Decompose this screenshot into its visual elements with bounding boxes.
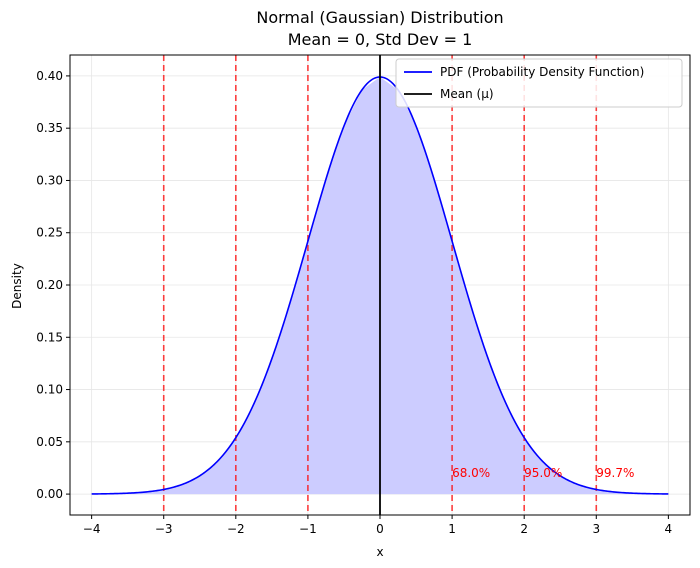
percentage-annotation: 68.0% — [452, 466, 490, 480]
chart-title-line2: Mean = 0, Std Dev = 1 — [288, 30, 473, 49]
percentage-annotation: 99.7% — [596, 466, 634, 480]
annotations: 68.0% 95.0% 99.7% — [452, 466, 634, 480]
y-tick-label: 0.00 — [36, 487, 63, 501]
y-tick-label: 0.05 — [36, 435, 63, 449]
x-tick-label: −4 — [83, 522, 101, 536]
y-tick-label: 0.40 — [36, 69, 63, 83]
legend: PDF (Probability Density Function) Mean … — [395, 58, 683, 108]
x-tick-label: 4 — [665, 522, 673, 536]
y-tick-label: 0.15 — [36, 330, 63, 344]
y-axis-label: Density — [10, 263, 24, 309]
x-tick-label: 0 — [376, 522, 384, 536]
percentage-annotation: 95.0% — [524, 466, 562, 480]
x-tick-label: 1 — [448, 522, 456, 536]
legend-mean-label: Mean (μ) — [440, 87, 494, 101]
chart-title-line1: Normal (Gaussian) Distribution — [256, 8, 503, 27]
x-tick-label: −1 — [299, 522, 317, 536]
x-axis-ticks: −4 −3 −2 −1 0 1 2 3 4 — [83, 515, 672, 536]
legend-box — [395, 58, 683, 108]
x-tick-label: −3 — [155, 522, 173, 536]
x-tick-label: 2 — [520, 522, 528, 536]
y-tick-label: 0.10 — [36, 383, 63, 397]
x-axis-label: x — [376, 545, 383, 559]
x-tick-label: 3 — [592, 522, 600, 536]
y-tick-label: 0.25 — [36, 226, 63, 240]
y-axis-ticks: 0.00 0.05 0.10 0.15 0.20 0.25 0.30 0.35 0.40 — [36, 69, 70, 501]
y-tick-label: 0.30 — [36, 173, 63, 187]
x-tick-label: −2 — [227, 522, 245, 536]
y-tick-label: 0.20 — [36, 278, 63, 292]
legend-pdf-label: PDF (Probability Density Function) — [440, 65, 644, 79]
y-tick-label: 0.35 — [36, 121, 63, 135]
